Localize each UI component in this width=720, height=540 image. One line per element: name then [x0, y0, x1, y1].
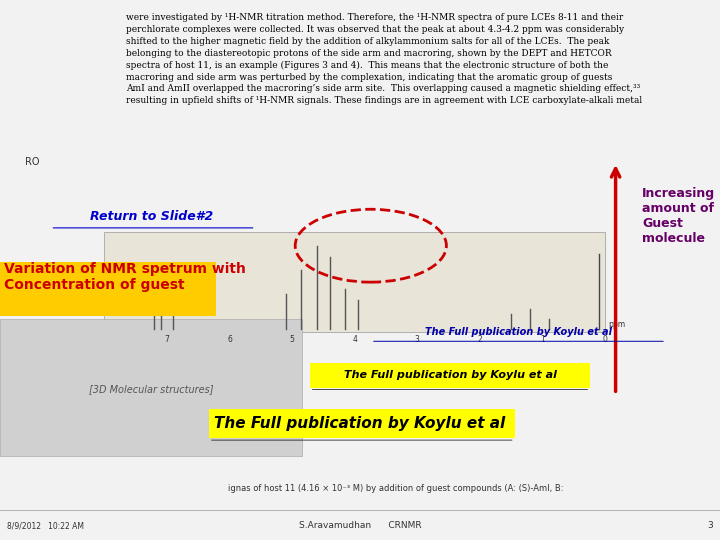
- Text: The Full publication by Koylu et al: The Full publication by Koylu et al: [425, 327, 612, 337]
- Text: ignas of host 11 (4.16 × 10⁻³ M) by addition of guest compounds (A: (S)-AmI, B:: ignas of host 11 (4.16 × 10⁻³ M) by addi…: [228, 484, 564, 493]
- Text: The Full publication by Koylu et al: The Full publication by Koylu et al: [215, 416, 505, 431]
- Text: were investigated by ¹H-NMR titration method. Therefore, the ¹H-NMR spectra of p: were investigated by ¹H-NMR titration me…: [126, 14, 642, 105]
- Text: Increasing
amount of
Guest
molecule: Increasing amount of Guest molecule: [642, 187, 716, 245]
- Text: 5: 5: [289, 335, 294, 344]
- Text: [3D Molecular structures]: [3D Molecular structures]: [89, 384, 213, 394]
- Text: RO: RO: [25, 157, 40, 167]
- Text: S.Aravamudhan      CRNMR: S.Aravamudhan CRNMR: [299, 521, 421, 530]
- Bar: [104, 232, 605, 332]
- Text: Return to Slide#2: Return to Slide#2: [89, 210, 213, 222]
- Text: The Full publication by Koylu et al: The Full publication by Koylu et al: [343, 370, 557, 380]
- Bar: [0, 319, 302, 456]
- Text: 0: 0: [603, 335, 607, 344]
- Text: 6: 6: [227, 335, 232, 344]
- Text: ppm: ppm: [608, 320, 626, 329]
- Bar: [209, 409, 515, 438]
- Text: Variation of NMR spetrum with
Concentration of guest: Variation of NMR spetrum with Concentrat…: [4, 262, 246, 292]
- Text: 4: 4: [352, 335, 357, 344]
- Text: 8/9/2012   10:22 AM: 8/9/2012 10:22 AM: [7, 521, 84, 530]
- Bar: [310, 363, 590, 388]
- Text: 3: 3: [707, 521, 713, 530]
- Bar: [0, 262, 216, 316]
- Text: 1: 1: [540, 335, 544, 344]
- Text: 2: 2: [477, 335, 482, 344]
- Text: 7: 7: [164, 335, 169, 344]
- Text: 3: 3: [415, 335, 420, 344]
